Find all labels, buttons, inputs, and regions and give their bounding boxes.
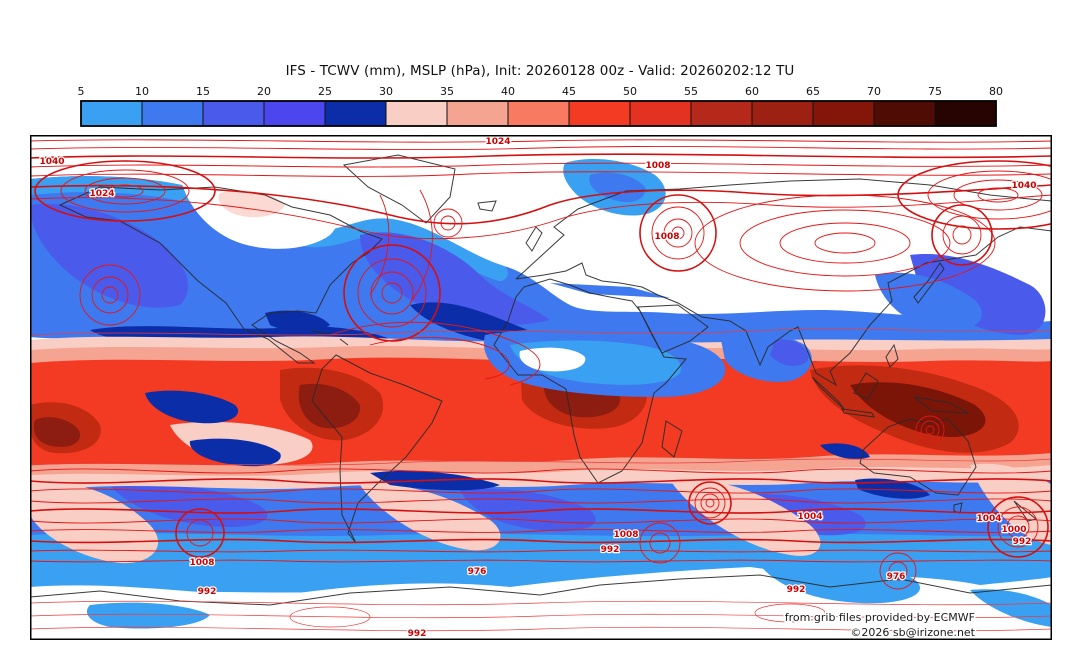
page-title: IFS - TCWV (mm), MSLP (hPa), Init: 20260…: [285, 63, 795, 79]
colorbar-cell: [385, 100, 448, 127]
contour-label: 1008: [189, 558, 214, 568]
colorbar-tick: 75: [928, 85, 942, 98]
contour-label: 1040: [1011, 181, 1036, 191]
colorbar-tick-labels: 5 10 15 20 25 30 35 40 45 50 55 60 65 70…: [78, 85, 1004, 98]
colorbar-tick: 40: [501, 85, 515, 98]
colorbar-tick: 65: [806, 85, 820, 98]
colorbar-cell: [141, 100, 204, 127]
colorbar-tick: 20: [257, 85, 271, 98]
colorbar-cell: [80, 100, 143, 127]
contour-label: 1008: [645, 161, 670, 171]
colorbar-frame: [80, 100, 997, 127]
colorbar-tick: 35: [440, 85, 454, 98]
colorbar-cell: [934, 100, 997, 127]
colorbar-tick: 45: [562, 85, 576, 98]
coastline-maritime-continent: [811, 343, 969, 418]
mslp-contours-layer: [30, 139, 1052, 632]
colorbar-cell: [568, 100, 631, 127]
contour-label: 1000: [1001, 525, 1026, 535]
colorbar-cell: [690, 100, 753, 127]
colorbar-cell: [751, 100, 814, 127]
colorbar-tick: 55: [684, 85, 698, 98]
coastline-japan: [913, 262, 945, 304]
contour-label: 1024: [485, 137, 510, 147]
colorbar-cell: [873, 100, 936, 127]
attribution-source: from grib files provided by ECMWF: [785, 611, 975, 624]
world-map: 1040 1024 1024 1008 1008 1040 1008 992 9…: [30, 135, 1052, 640]
contour-label: 992: [408, 629, 427, 639]
contour-label: 992: [198, 587, 217, 597]
colorbar-tick: 50: [623, 85, 637, 98]
colorbar-cell: [202, 100, 265, 127]
contour-label: 1004: [797, 512, 822, 522]
contour-label: 992: [601, 545, 620, 555]
colorbar-tick: 80: [989, 85, 1003, 98]
colorbar-tick: 30: [379, 85, 393, 98]
contour-label: 1008: [613, 530, 638, 540]
contour-label: 992: [787, 585, 806, 595]
contour-label: 976: [887, 572, 906, 582]
coastline-madagascar: [661, 420, 683, 458]
colorbar-cell: [324, 100, 387, 127]
attribution-copyright: ©2026 sb@irizone.net: [850, 626, 975, 639]
coastline-africa: [493, 278, 687, 484]
colorbar-tick: 15: [196, 85, 210, 98]
contour-label: 1008: [654, 232, 679, 242]
coastline-eurasia: [515, 178, 1052, 387]
colorbar-cells: [80, 100, 997, 127]
colorbar-cell: [812, 100, 875, 127]
coastline-north-america: [58, 186, 383, 364]
contour-label: 992: [1013, 537, 1032, 547]
contour-label: 1040: [39, 157, 64, 167]
colorbar-tick: 70: [867, 85, 881, 98]
contour-labels-layer: 1040 1024 1024 1008 1008 1040 1008 992 9…: [38, 136, 1037, 640]
colorbar-tick: 60: [745, 85, 759, 98]
colorbar-tick: 10: [135, 85, 149, 98]
colorbar-cell: [263, 100, 326, 127]
tcwv-colorbar: 5 10 15 20 25 30 35 40 45 50 55 60 65 70…: [78, 85, 1004, 127]
colorbar-cell: [446, 100, 509, 127]
contour-label: 976: [468, 567, 487, 577]
coastline-south-america: [311, 354, 443, 544]
tcwv-shading-layer: [30, 135, 1052, 640]
coastlines-layer: [30, 154, 1052, 606]
contour-label: 1004: [976, 514, 1001, 524]
colorbar-tick: 25: [318, 85, 332, 98]
contour-label: 1024: [89, 189, 114, 199]
coastline-uk-iceland: [477, 200, 543, 252]
colorbar-tick: 5: [78, 85, 85, 98]
colorbar-cell: [629, 100, 692, 127]
colorbar-cell: [507, 100, 570, 127]
map-border: [30, 135, 1052, 640]
coastline-arabia: [637, 304, 709, 354]
